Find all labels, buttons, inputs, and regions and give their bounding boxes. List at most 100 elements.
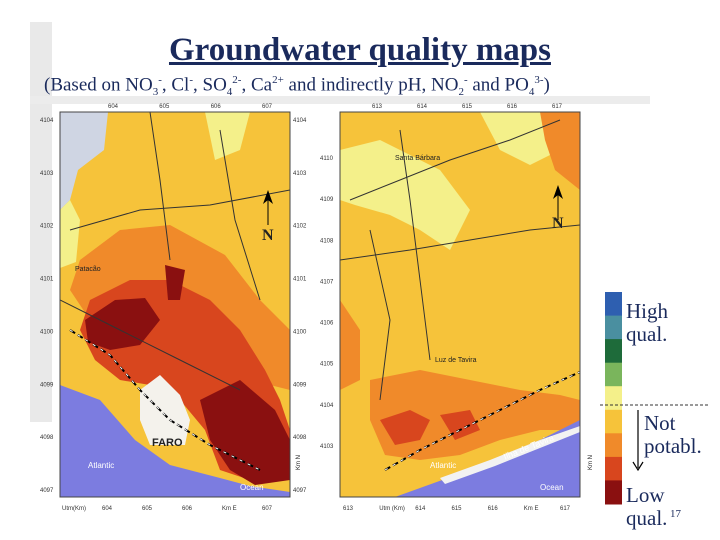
right-map-left-tick: 4108 — [320, 238, 334, 244]
left-map-darkred-zone — [85, 298, 160, 350]
right-map-orange-zone-south — [370, 370, 580, 460]
subtitle-part: (Based on NO — [44, 74, 153, 96]
right-map-top-tick: 616 — [507, 104, 518, 110]
left-map-bottom-tick: 605 — [142, 506, 153, 512]
right-sea-label-ocean: Ocean — [540, 483, 564, 492]
left-map-airport-zone — [140, 375, 190, 445]
left-map-right-tick: 4103 — [293, 171, 307, 177]
subtitle-part: 3- — [534, 74, 544, 86]
left-side-axis-label: Km N — [296, 455, 302, 470]
left-map-left-tick: 4102 — [40, 224, 54, 230]
slide-subtitle: (Based on NO3-, Cl-, SO42-, Ca2+ and ind… — [44, 74, 550, 98]
subtitle-part: 4 — [226, 86, 233, 99]
legend-label-not-potable: Not potabl. — [644, 411, 702, 459]
right-map-left-tick: 4104 — [320, 403, 334, 409]
left-map-left-tick: 4097 — [40, 488, 54, 494]
north-label-left: N — [262, 227, 274, 244]
subtitle-part: 4 — [528, 86, 535, 99]
left-map-roads — [60, 112, 290, 391]
right-map-top-tick: 614 — [417, 104, 428, 110]
subtitle-part: - — [189, 74, 193, 86]
left-map-bottom-tick: Utm(Km) — [62, 506, 86, 512]
slide-title: Groundwater quality maps — [168, 32, 551, 68]
subtitle-part: , Ca — [241, 74, 273, 96]
right-map-orange-zone-west — [340, 300, 360, 390]
subtitle-part: , Cl — [161, 74, 190, 96]
not-potable-arrow-head — [632, 461, 644, 472]
legend-swatch — [605, 292, 622, 317]
left-map-railway — [69, 329, 261, 471]
left-map-light-zone — [60, 112, 108, 210]
right-map-bottom-tick: Km E — [524, 506, 539, 512]
legend-label-high: High qual. — [626, 299, 668, 347]
right-map-top-tick: 615 — [462, 104, 473, 110]
left-map-pale-yellow-zone-top — [205, 112, 250, 160]
subtitle-part: - — [158, 74, 162, 86]
left-map-left-tick: 4103 — [40, 171, 54, 177]
left-map-right-tick: 4102 — [293, 224, 307, 230]
right-map-sea — [395, 420, 580, 497]
left-map-darkred-zone-north — [165, 265, 185, 300]
right-side-axis-label: Km N — [588, 455, 594, 470]
left-map-bottom-tick: 607 — [262, 506, 273, 512]
left-map-bottom-tick: 604 — [102, 506, 113, 512]
page-number: 17 — [670, 508, 681, 520]
legend-swatch — [605, 362, 622, 387]
map-tick-labels: 604 605 606 607 Utm(Km) 604 605 606 Km E 607 4104 4… — [40, 104, 571, 512]
decorative-bar-horizontal — [30, 96, 650, 104]
legend-swatch — [605, 339, 622, 364]
left-map-left-tick: 4099 — [40, 382, 54, 388]
left-map-left-tick: 4101 — [40, 277, 54, 283]
legend-label-low: Low qual. — [626, 483, 668, 531]
right-map-pale-yellow-zone — [340, 140, 470, 250]
right-map-left-tick: 4106 — [320, 321, 334, 327]
right-map-red-zone — [380, 410, 430, 445]
left-map-top-tick: 605 — [159, 104, 170, 110]
left-map-bottom-tick: 606 — [182, 506, 193, 512]
right-map-bottom-tick: 616 — [488, 506, 499, 512]
left-map-top-tick: 604 — [108, 104, 119, 110]
left-map-right-tick: 4101 — [293, 277, 307, 283]
left-map-top-tick: 606 — [211, 104, 222, 110]
right-map-left-tick: 4110 — [320, 156, 334, 162]
right-map-bottom-tick: 613 — [343, 506, 354, 512]
north-arrow-left — [263, 190, 273, 225]
town-label-santa-barbara: Santa Bárbara — [395, 155, 440, 162]
left-map-right-tick: 4097 — [293, 488, 307, 494]
right-map-bottom-tick: Utm (Km) — [379, 506, 405, 512]
north-arrow-right — [553, 185, 563, 220]
left-map-right-tick: 4104 — [293, 118, 307, 124]
right-map-top-tick: 613 — [372, 104, 383, 110]
left-map-bottom-tick: Km E — [222, 506, 237, 512]
left-map-left-tick: 4100 — [40, 329, 54, 335]
left-map-right-tick: 4099 — [293, 382, 307, 388]
legend-swatch — [605, 409, 622, 434]
decorative-bar-vertical — [30, 22, 52, 422]
left-sea-label-ocean: Ocean — [240, 483, 264, 492]
right-map-roads — [340, 119, 580, 401]
city-label-faro: FARO — [152, 437, 183, 449]
left-map-top-tick: 607 — [262, 104, 273, 110]
legend-swatch — [605, 480, 622, 505]
right-map-left-tick: 4105 — [320, 362, 334, 368]
left-map-right-tick: 4098 — [293, 435, 307, 441]
right-map-island — [440, 426, 580, 484]
left-map-left-tick: 4104 — [40, 118, 54, 124]
legend-swatch — [605, 315, 622, 340]
right-map-top-tick: 617 — [552, 104, 563, 110]
north-label-right: N — [552, 215, 564, 232]
subtitle-part: and PO — [467, 74, 529, 96]
legend-swatch — [605, 386, 622, 411]
right-map-bottom-tick: 615 — [452, 506, 463, 512]
subtitle-part: 2+ — [272, 74, 284, 86]
left-map-darkred-zone-south — [200, 380, 290, 485]
right-map-left-tick: 4103 — [320, 444, 334, 450]
right-map-bottom-tick: 614 — [415, 506, 426, 512]
legend-color-bar — [605, 292, 622, 505]
subtitle-part: , SO — [193, 74, 227, 96]
town-label-luz-de-tavira: Luz de Tavira — [435, 357, 477, 364]
right-map-orange-zone-north — [540, 112, 580, 190]
subtitle-part: - — [463, 74, 468, 86]
right-map-railway-highlight — [384, 371, 580, 471]
